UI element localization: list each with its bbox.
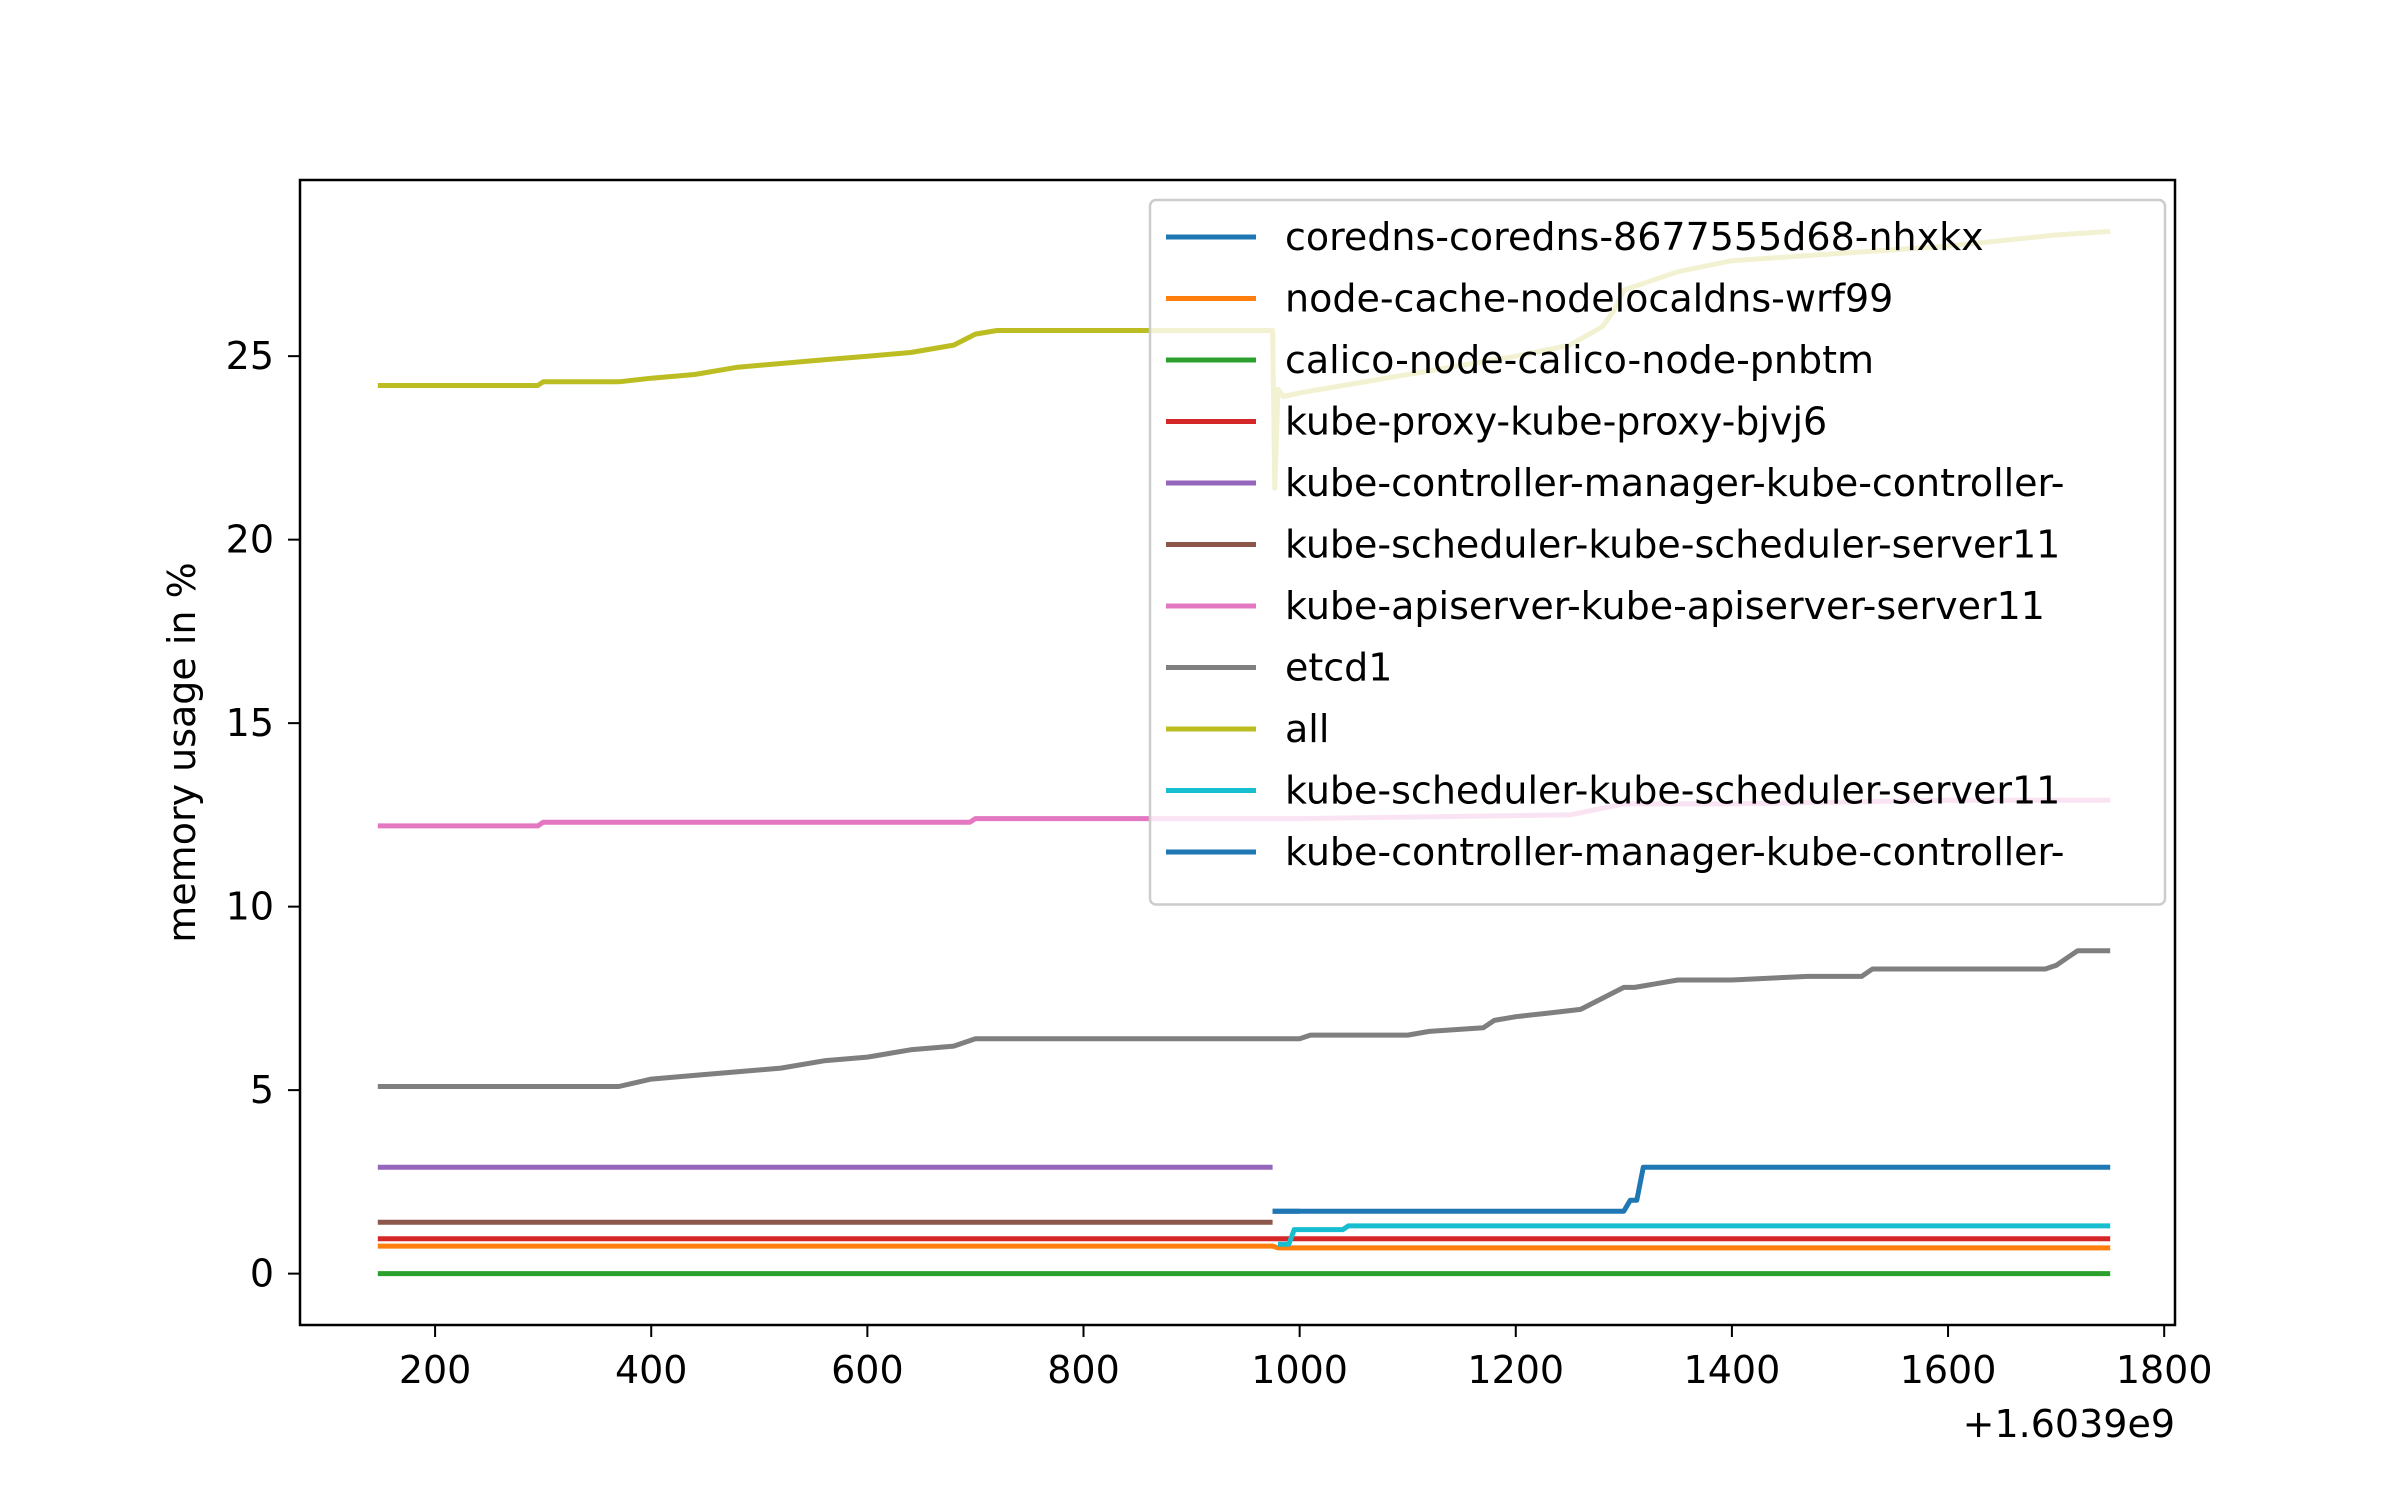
x-offset-label: +1.6039e9 xyxy=(1963,1402,2175,1446)
legend-label-5: kube-scheduler-kube-scheduler-server11 xyxy=(1285,523,2060,567)
legend-label-9: kube-scheduler-kube-scheduler-server11 xyxy=(1285,769,2060,813)
series-line-1 xyxy=(377,1243,2111,1251)
x-tick-label: 200 xyxy=(399,1348,472,1392)
legend-label-2: calico-node-calico-node-pnbtm xyxy=(1285,338,1874,382)
x-tick-label: 1200 xyxy=(1467,1348,1564,1392)
series-line-7 xyxy=(377,948,2111,1089)
legend: coredns-coredns-8677555d68-nhxkx node-cac… xyxy=(1148,198,2167,906)
y-tick-label: 15 xyxy=(226,701,274,745)
x-tick-label: 400 xyxy=(615,1348,688,1392)
legend-label-4: kube-controller-manager-kube-controller- xyxy=(1285,461,2064,505)
legend-label-7: etcd1 xyxy=(1285,646,1392,690)
x-tick-label: 1600 xyxy=(1900,1348,1997,1392)
legend-label-8: all xyxy=(1285,707,1329,751)
x-tick-label: 1000 xyxy=(1251,1348,1348,1392)
legend-label-1: node-cache-nodelocaldns-wrf99 xyxy=(1285,277,1893,321)
plot-frame xyxy=(298,178,2177,1327)
series-line-9 xyxy=(1278,1223,2111,1247)
x-tick-label: 800 xyxy=(1047,1348,1120,1392)
y-axis-label: memory usage in % xyxy=(160,562,204,942)
legend-label-6: kube-apiserver-kube-apiserver-server11 xyxy=(1285,584,2045,628)
y-tick-label: 0 xyxy=(250,1252,274,1296)
y-tick-label: 10 xyxy=(226,885,274,929)
axes-layer: 200 400 600 800 1000 1200 1400 1600 1800+1.6039e… xyxy=(160,178,2213,1446)
x-tick-label: 600 xyxy=(831,1348,904,1392)
legend-label-0: coredns-coredns-8677555d68-nhxkx xyxy=(1285,215,1984,259)
legend-box xyxy=(1148,198,2167,906)
x-tick-label: 1400 xyxy=(1684,1348,1781,1392)
y-tick-label: 5 xyxy=(250,1068,274,1112)
series-line-0 xyxy=(1272,1164,2111,1214)
x-tick-label: 1800 xyxy=(2116,1348,2213,1392)
y-tick-label: 20 xyxy=(226,518,274,562)
y-tick-label: 25 xyxy=(226,334,274,378)
legend-label-10: kube-controller-manager-kube-controller- xyxy=(1285,830,2064,874)
legend-label-3: kube-proxy-kube-proxy-bjvj6 xyxy=(1285,400,1827,444)
